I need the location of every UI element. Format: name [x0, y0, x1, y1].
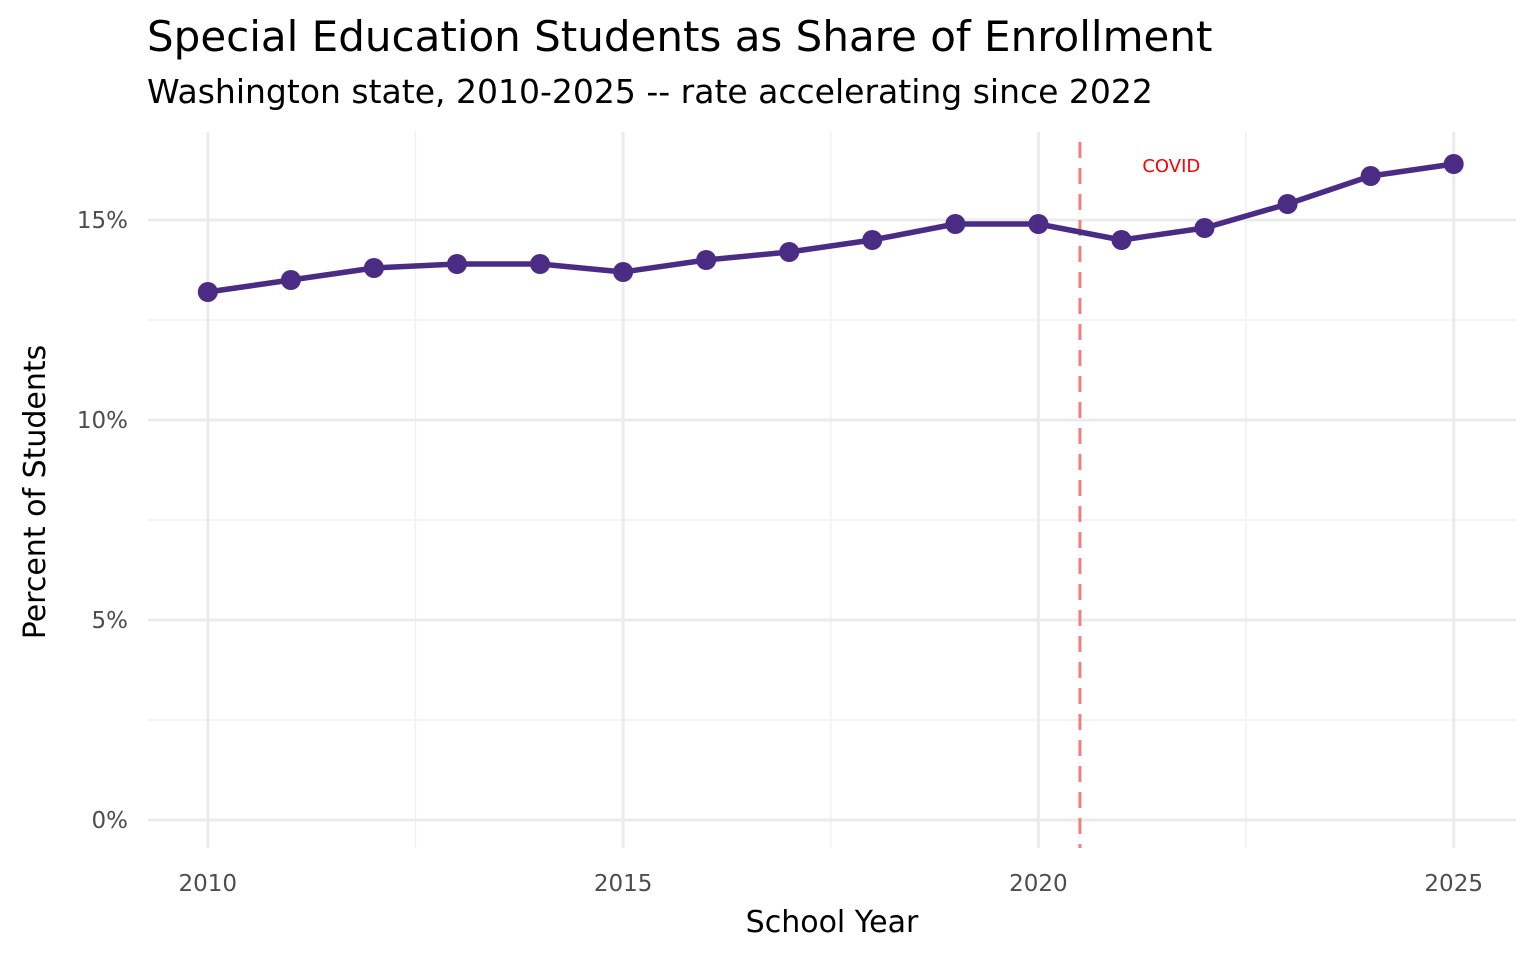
- y-tick-label: 15%: [77, 208, 128, 234]
- data-point: [1194, 218, 1215, 238]
- data-point: [696, 250, 717, 270]
- covid-annotation-label: COVID: [1142, 156, 1200, 177]
- x-axis-ticks: 2010 2015 2020 2025: [179, 871, 1483, 897]
- data-point: [1360, 166, 1381, 186]
- data-point: [862, 230, 883, 250]
- data-point: [197, 282, 218, 302]
- y-tick-label: 0%: [92, 808, 129, 834]
- series-layer: [197, 154, 1464, 302]
- x-tick-label: 2025: [1424, 871, 1483, 897]
- data-point: [1111, 230, 1132, 250]
- data-point: [1277, 194, 1298, 214]
- data-point: [1443, 154, 1464, 174]
- annotations: COVID: [1078, 142, 1200, 848]
- x-tick-label: 2010: [179, 871, 238, 897]
- y-tick-label: 5%: [92, 608, 129, 634]
- y-tick-label: 10%: [77, 408, 128, 434]
- series-line: [205, 161, 1457, 295]
- chart-title: Special Education Students as Share of E…: [147, 12, 1213, 61]
- x-tick-label: 2020: [1009, 871, 1068, 897]
- data-point: [446, 254, 467, 274]
- x-tick-label: 2015: [594, 871, 653, 897]
- data-point: [945, 214, 966, 234]
- y-axis-title: Percent of Students: [18, 345, 53, 640]
- minor-gridlines: [148, 132, 1516, 848]
- data-point: [280, 270, 301, 290]
- x-axis-title: School Year: [746, 905, 919, 940]
- major-gridlines: [148, 132, 1516, 848]
- data-point: [1028, 214, 1049, 234]
- data-point: [363, 258, 384, 278]
- data-point: [530, 254, 551, 274]
- chart-subtitle: Washington state, 2010-2025 -- rate acce…: [147, 72, 1153, 111]
- data-point: [779, 242, 800, 262]
- y-axis-ticks: 0% 5% 10% 15%: [77, 208, 128, 834]
- data-point: [613, 262, 634, 282]
